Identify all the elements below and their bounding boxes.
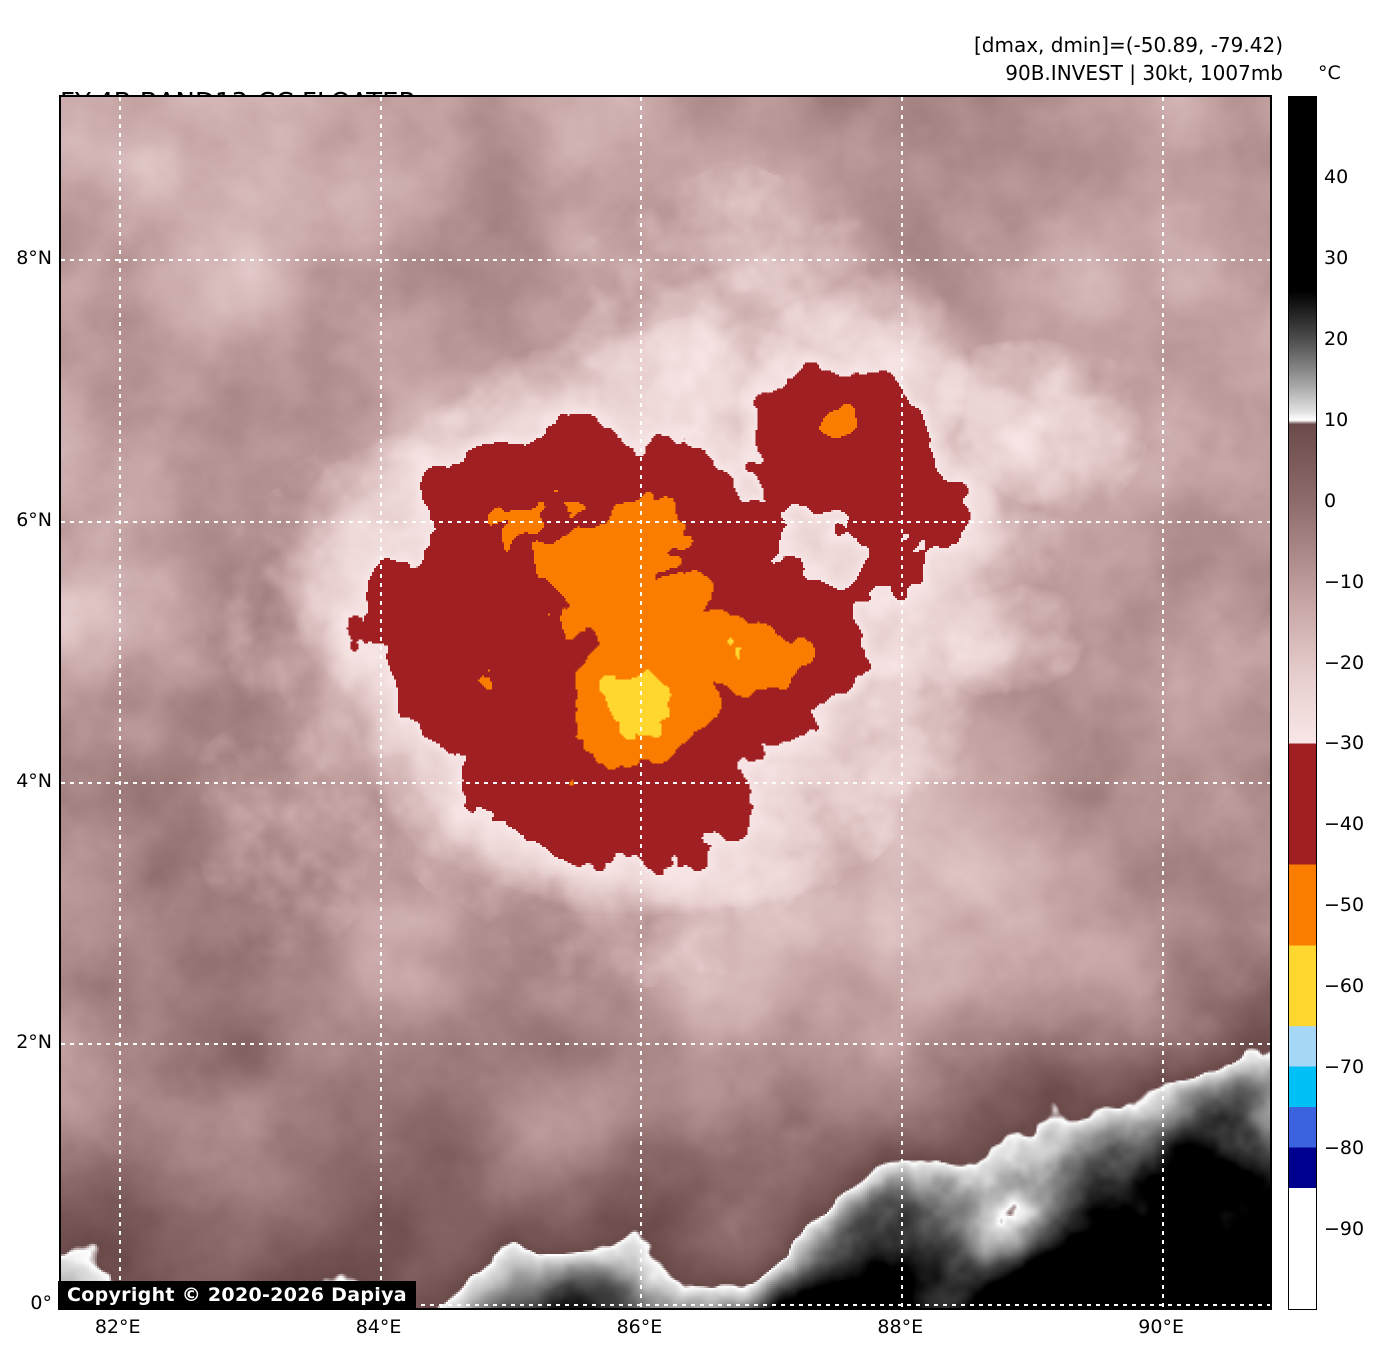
colorbar-tick-9: −50	[1324, 894, 1365, 917]
colorbar-tick-7: −30	[1324, 732, 1365, 755]
copyright-notice: Copyright © 2020-2026 Dapiya	[58, 1281, 416, 1310]
x-tick-label-1: 84°E	[355, 1316, 402, 1338]
storm-info-label: 90B.INVEST | 30kt, 1007mb	[1005, 61, 1283, 85]
x-tick-label-2: 86°E	[616, 1316, 663, 1338]
y-tick-label-4: 0°	[30, 1292, 52, 1315]
x-tick-label-3: 88°E	[877, 1316, 924, 1338]
colorbar-tick-5: −10	[1324, 570, 1365, 593]
colorbar-gradient	[1289, 97, 1316, 1309]
temperature-colorbar[interactable]	[1288, 96, 1317, 1310]
y-tick-label-0: 8°N	[16, 247, 52, 270]
colorbar-tick-11: −70	[1324, 1056, 1365, 1079]
colorbar-tick-8: −40	[1324, 813, 1365, 836]
metadata-block: [dmax, dmin]=(-50.89, -79.42) 90B.INVEST…	[974, 31, 1283, 87]
y-tick-label-1: 6°N	[16, 508, 52, 531]
colorbar-tick-1: 30	[1324, 246, 1349, 269]
satellite-image-plot[interactable]	[59, 95, 1272, 1310]
colorbar-tick-12: −80	[1324, 1137, 1365, 1160]
colorbar-tick-13: −90	[1324, 1218, 1365, 1241]
colorbar-unit-label: °C	[1318, 62, 1341, 84]
x-tick-label-4: 90°E	[1138, 1316, 1184, 1338]
colorbar-tick-10: −60	[1324, 975, 1365, 998]
dmax-dmin-label: [dmax, dmin]=(-50.89, -79.42)	[973, 33, 1283, 57]
y-tick-label-3: 2°N	[16, 1031, 52, 1054]
infrared-brightness-temperature-raster	[61, 97, 1270, 1308]
x-tick-label-0: 82°E	[94, 1316, 141, 1338]
colorbar-tick-4: 0	[1324, 489, 1337, 512]
y-tick-label-2: 4°N	[16, 769, 52, 792]
colorbar-tick-2: 20	[1324, 327, 1349, 350]
colorbar-tick-6: −20	[1324, 651, 1365, 674]
colorbar-tick-0: 40	[1324, 165, 1349, 188]
colorbar-tick-3: 10	[1324, 408, 1349, 431]
